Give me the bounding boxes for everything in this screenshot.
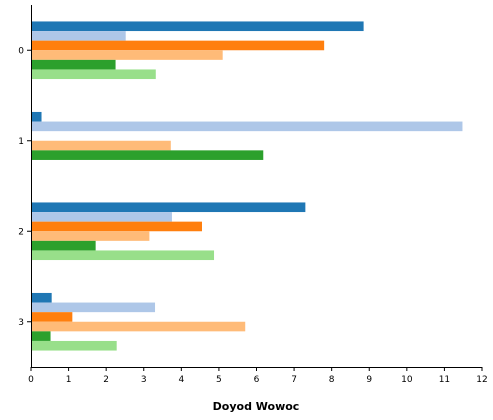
x-tick-label: 9 — [366, 375, 372, 385]
bar-cat1-series3 — [31, 140, 171, 151]
x-tick-label: 8 — [329, 375, 335, 385]
bar-cat3-series0 — [31, 292, 52, 303]
bar-cat2-series3 — [31, 231, 150, 241]
bar-cat0-series0 — [31, 21, 364, 32]
bar-cat2-series5 — [31, 250, 215, 261]
bar-cat0-series1 — [31, 31, 126, 41]
bar-cat1-series4 — [31, 150, 264, 160]
bar-cat1-series1 — [31, 121, 463, 132]
bar-cat3-series5 — [31, 340, 117, 351]
y-tick-label: 1 — [18, 137, 24, 147]
x-tick-label: 2 — [103, 375, 109, 385]
y-tick-label: 2 — [18, 227, 24, 237]
x-tick-label: 11 — [439, 375, 450, 385]
x-tick-label: 1 — [66, 375, 72, 385]
bar-cat3-series3 — [31, 321, 246, 332]
y-ticks-group: 0 1 2 3 — [18, 46, 31, 328]
x-ticks-group: 0 1 2 3 4 5 6 7 8 9 10 11 12 — [28, 367, 488, 385]
x-tick-label: 3 — [141, 375, 147, 385]
bars-group — [31, 21, 463, 351]
x-tick-label: 7 — [291, 375, 297, 385]
y-tick-label: 0 — [18, 46, 24, 56]
x-tick-label: 12 — [476, 375, 487, 385]
bar-cat2-series2 — [31, 221, 202, 232]
bar-cat3-series4 — [31, 331, 51, 341]
bar-cat0-series4 — [31, 59, 116, 70]
bar-cat2-series1 — [31, 212, 172, 222]
bar-cat0-series2 — [31, 40, 325, 51]
bar-cat2-series0 — [31, 202, 306, 213]
y-tick-label: 3 — [18, 318, 24, 328]
x-tick-label: 6 — [254, 375, 260, 385]
bar-cat1-series0 — [31, 111, 42, 122]
bar-cat0-series3 — [31, 50, 223, 60]
x-axis-title: Doyod Wowoc — [213, 400, 300, 413]
x-tick-label: 4 — [178, 375, 184, 385]
x-tick-label: 5 — [216, 375, 222, 385]
bar-cat3-series1 — [31, 302, 156, 313]
x-tick-label: 10 — [401, 375, 413, 385]
bar-cat0-series5 — [31, 69, 156, 80]
bar-cat2-series4 — [31, 240, 96, 251]
x-tick-label: 0 — [28, 375, 34, 385]
bar-cat3-series2 — [31, 312, 73, 322]
